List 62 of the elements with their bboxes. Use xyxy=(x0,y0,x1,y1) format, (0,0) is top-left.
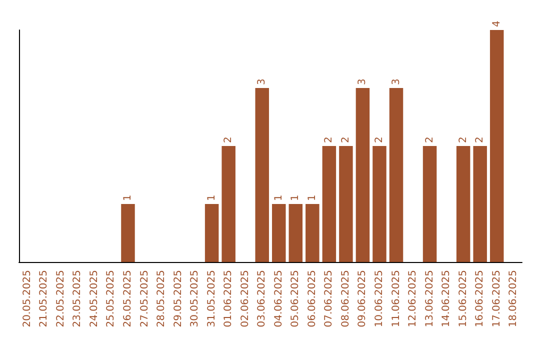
x-tick-label: 13.06.2025 xyxy=(424,270,436,328)
x-tick-label: 09.06.2025 xyxy=(357,270,368,328)
x-tick-label: 26.05.2025 xyxy=(122,270,134,328)
x-tick-label: 01.06.2025 xyxy=(223,270,234,328)
x-tick-label: 14.06.2025 xyxy=(441,270,452,328)
bar xyxy=(288,204,303,262)
x-tick-label: 31.05.2025 xyxy=(206,270,218,328)
x-tick-label: 28.05.2025 xyxy=(156,270,168,328)
x-tick-label: 16.06.2025 xyxy=(474,270,486,328)
data-label: 3 xyxy=(357,78,368,85)
bar xyxy=(422,146,437,262)
bar xyxy=(222,146,236,262)
x-tick-label: 25.05.2025 xyxy=(106,270,117,328)
x-tick-label: 03.06.2025 xyxy=(256,270,268,328)
data-label: 2 xyxy=(474,136,486,143)
data-label: 2 xyxy=(324,136,335,143)
x-tick-label: 27.05.2025 xyxy=(139,270,150,328)
bar xyxy=(255,88,269,262)
x-tick-label: 29.05.2025 xyxy=(172,270,184,328)
data-label: 2 xyxy=(374,136,385,143)
x-tick-label: 05.06.2025 xyxy=(290,270,302,328)
bar xyxy=(389,88,404,262)
x-tick-label: 18.06.2025 xyxy=(508,270,520,328)
bar xyxy=(456,146,470,262)
data-label: 2 xyxy=(340,136,352,143)
x-tick-label: 06.06.2025 xyxy=(306,270,318,328)
bar xyxy=(306,204,320,262)
bar xyxy=(204,204,219,262)
x-tick-label: 20.05.2025 xyxy=(22,270,33,328)
x-tick-label: 04.06.2025 xyxy=(273,270,284,328)
x-tick-label: 08.06.2025 xyxy=(340,270,352,328)
data-label: 1 xyxy=(306,194,318,201)
bar xyxy=(121,204,135,262)
x-tick-label: 10.06.2025 xyxy=(374,270,385,328)
x-tick-label: 15.06.2025 xyxy=(458,270,469,328)
bar xyxy=(272,204,286,262)
data-label: 1 xyxy=(273,194,284,201)
data-label: 2 xyxy=(424,136,436,143)
bar xyxy=(356,88,370,262)
x-tick-label: 12.06.2025 xyxy=(408,270,419,328)
x-tick-label: 07.06.2025 xyxy=(324,270,335,328)
x-tick-label: 30.05.2025 xyxy=(190,270,201,328)
bar xyxy=(322,146,336,262)
x-tick-label: 02.06.2025 xyxy=(240,270,251,328)
bar xyxy=(473,146,487,262)
bar xyxy=(339,146,353,262)
x-tick-label: 17.06.2025 xyxy=(491,270,502,328)
bar xyxy=(490,30,504,262)
data-label: 4 xyxy=(491,20,502,27)
x-tick-label: 24.05.2025 xyxy=(88,270,100,328)
data-label: 1 xyxy=(122,194,134,201)
data-label: 2 xyxy=(458,136,469,143)
data-label: 1 xyxy=(290,194,302,201)
data-label: 3 xyxy=(390,78,402,85)
x-tick-label: 22.05.2025 xyxy=(55,270,66,328)
data-label: 3 xyxy=(256,78,268,85)
data-label: 2 xyxy=(223,136,234,143)
bar xyxy=(372,146,386,262)
data-label: 1 xyxy=(206,194,218,201)
x-tick-label: 11.06.2025 xyxy=(390,270,402,328)
x-tick-label: 23.05.2025 xyxy=(72,270,84,328)
x-tick-label: 21.05.2025 xyxy=(38,270,50,328)
